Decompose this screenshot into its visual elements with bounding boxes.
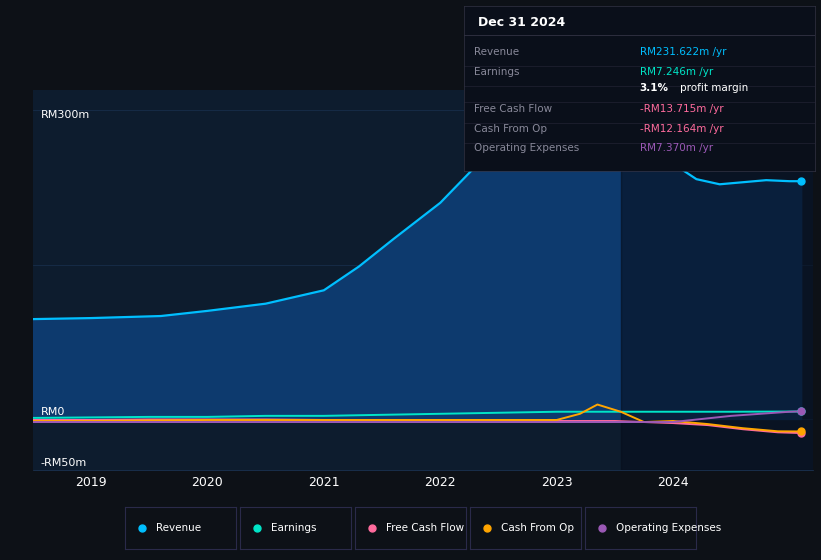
Text: Earnings: Earnings — [475, 67, 520, 77]
Text: -RM50m: -RM50m — [41, 458, 87, 468]
Text: Revenue: Revenue — [156, 523, 201, 533]
Text: Revenue: Revenue — [475, 47, 520, 57]
Text: RM300m: RM300m — [41, 110, 89, 120]
Text: RM7.370m /yr: RM7.370m /yr — [640, 143, 713, 153]
Text: -RM13.715m /yr: -RM13.715m /yr — [640, 104, 723, 114]
Text: Cash From Op: Cash From Op — [501, 523, 574, 533]
Text: Cash From Op: Cash From Op — [475, 124, 548, 134]
Text: RM231.622m /yr: RM231.622m /yr — [640, 47, 726, 57]
Text: RM7.246m /yr: RM7.246m /yr — [640, 67, 713, 77]
Text: profit margin: profit margin — [680, 83, 748, 93]
Text: Free Cash Flow: Free Cash Flow — [475, 104, 553, 114]
Text: RM0: RM0 — [41, 407, 65, 417]
Text: Free Cash Flow: Free Cash Flow — [386, 523, 464, 533]
Text: -RM12.164m /yr: -RM12.164m /yr — [640, 124, 723, 134]
Bar — [621, 90, 821, 470]
Text: Dec 31 2024: Dec 31 2024 — [478, 16, 565, 29]
Text: Operating Expenses: Operating Expenses — [475, 143, 580, 153]
Text: 3.1%: 3.1% — [640, 83, 668, 93]
Text: Operating Expenses: Operating Expenses — [616, 523, 721, 533]
Text: Earnings: Earnings — [271, 523, 317, 533]
